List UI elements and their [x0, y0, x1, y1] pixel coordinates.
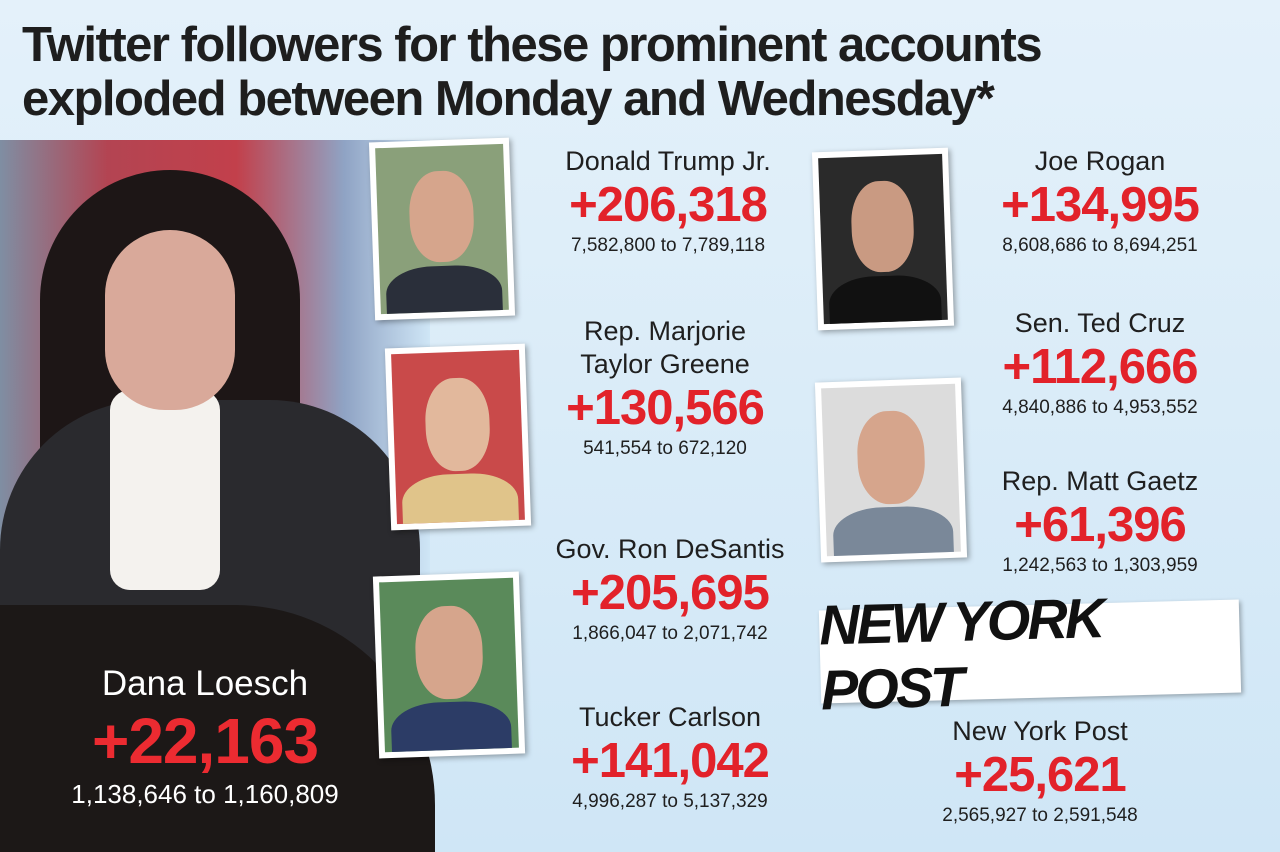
follower-gain: +25,621: [954, 748, 1127, 802]
follower-range: 1,242,563 to 1,303,959: [1002, 555, 1198, 576]
follower-range: 541,554 to 672,120: [583, 438, 747, 459]
account-block: Donald Trump Jr. +206,318 7,582,800 to 7,7…: [548, 145, 788, 260]
follower-gain: +206,318: [569, 178, 768, 232]
account-name: Dana Loesch: [101, 664, 309, 703]
account-name: Sen. Ted Cruz: [1014, 308, 1186, 338]
follower-gain: +22,163: [91, 705, 319, 777]
account-name: Joe Rogan: [1034, 146, 1166, 176]
photo: [368, 137, 516, 321]
account-name: Gov. Ron DeSantis: [555, 534, 785, 564]
follower-gain: +134,995: [1001, 178, 1200, 232]
account-name: New York Post: [952, 716, 1128, 746]
logo: NEW YORK POST: [818, 586, 1242, 721]
featured-block: Dana Loesch +22,163 1,138,646 to 1,160,8…: [20, 662, 390, 812]
account-block: Sen. Ted Cruz +112,666 4,840,886 to 4,953,…: [955, 307, 1245, 422]
photo: [372, 571, 526, 759]
account-block: New York Post +25,621 2,565,927 to 2,591,5…: [890, 715, 1190, 830]
featured-photo: [0, 140, 430, 852]
account-block: Rep. Matt Gaetz +61,396 1,242,563 to 1,303…: [955, 465, 1245, 580]
follower-range: 1,138,646 to 1,160,809: [71, 779, 339, 809]
photo: [384, 343, 532, 531]
account-name: Donald Trump Jr.: [565, 146, 771, 176]
follower-range: 4,840,886 to 4,953,552: [1002, 397, 1198, 418]
follower-range: 4,996,287 to 5,137,329: [572, 791, 768, 812]
title: Twitter followers for these prominent ac…: [22, 18, 1043, 126]
follower-range: 2,565,927 to 2,591,548: [942, 805, 1138, 826]
photo: [814, 377, 968, 563]
account-name: Rep. Matt Gaetz: [1001, 466, 1199, 496]
account-block: Joe Rogan +134,995 8,608,686 to 8,694,251: [955, 145, 1245, 260]
follower-gain: +112,666: [1002, 340, 1198, 394]
follower-gain: +130,566: [566, 381, 765, 435]
account-block: Gov. Ron DeSantis +205,695 1,866,047 to 2,…: [520, 533, 820, 648]
account-name: Rep. Marjorie Taylor Greene: [580, 316, 750, 379]
account-block: Tucker Carlson +141,042 4,996,287 to 5,137…: [520, 701, 820, 816]
photo: [811, 147, 955, 331]
account-name: Tucker Carlson: [578, 702, 762, 732]
follower-range: 8,608,686 to 8,694,251: [1002, 235, 1198, 256]
follower-gain: +205,695: [571, 566, 770, 620]
logo-text: NEW YORK POST: [818, 585, 1103, 721]
account-block: Rep. Marjorie Taylor Greene +130,566 541,5…: [545, 315, 785, 463]
follower-gain: +141,042: [571, 734, 770, 788]
follower-range: 1,866,047 to 2,071,742: [572, 623, 768, 644]
follower-gain: +61,396: [1014, 498, 1187, 552]
follower-range: 7,582,800 to 7,789,118: [570, 235, 766, 256]
